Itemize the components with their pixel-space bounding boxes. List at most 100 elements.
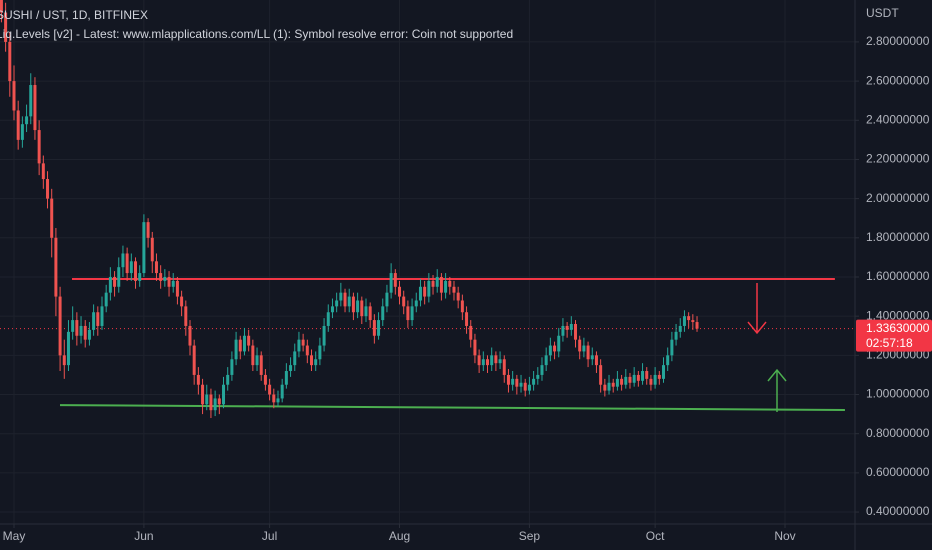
candle-body — [645, 371, 649, 379]
candle-body — [326, 312, 330, 326]
candle-body — [163, 276, 167, 281]
candle-body — [439, 276, 443, 293]
candle-body — [372, 320, 376, 336]
candle-body — [242, 335, 246, 352]
candle-body — [276, 398, 280, 403]
candle-body — [590, 355, 594, 360]
candle-body — [289, 365, 293, 372]
candle-body — [418, 286, 422, 301]
candle-body — [167, 276, 171, 287]
candle-body — [368, 306, 372, 321]
candle-body — [347, 296, 351, 307]
y-tick-label: 2.40000000 — [866, 112, 930, 126]
candle-body — [297, 339, 301, 352]
candle-body — [465, 312, 469, 326]
candle-body — [523, 382, 527, 391]
candle-body — [678, 325, 682, 332]
candle-body — [12, 81, 16, 111]
candle-body — [364, 306, 368, 317]
candle-body — [649, 378, 653, 385]
candle-body — [456, 292, 460, 301]
candle-body — [356, 300, 360, 313]
candle-body — [670, 339, 674, 356]
candle-body — [506, 374, 510, 385]
candle-body — [150, 237, 154, 262]
candle-body — [79, 325, 83, 336]
candles — [0, 0, 699, 419]
candle-body — [259, 355, 263, 375]
candle-body — [490, 355, 494, 366]
candle-body — [511, 378, 515, 385]
candle-body — [431, 280, 435, 287]
last-price-label: 1.33630000 — [866, 321, 930, 335]
candle-body — [71, 320, 75, 332]
candle-body — [8, 41, 12, 82]
y-tick-label: 1.80000000 — [866, 230, 930, 244]
candle-body — [335, 300, 339, 307]
candle-body — [389, 273, 393, 293]
y-tick-label: 1.40000000 — [866, 308, 930, 322]
candle-body — [481, 359, 485, 366]
x-tick-label: Jul — [262, 529, 277, 543]
candle-body — [284, 371, 288, 385]
candle-body — [100, 306, 104, 326]
candle-body — [66, 331, 70, 366]
candle-body — [134, 261, 138, 281]
candle-body — [519, 382, 523, 387]
candle-body — [41, 163, 45, 180]
candle-body — [657, 374, 661, 379]
candle-body — [553, 345, 557, 352]
candle-body — [322, 325, 326, 346]
candle-body — [314, 359, 318, 366]
candle-body — [75, 320, 79, 336]
candle-body — [188, 325, 192, 346]
candle-body — [444, 280, 448, 293]
candle-body — [192, 345, 196, 375]
candle-body — [238, 339, 242, 352]
candle-body — [226, 374, 230, 385]
candle-body — [263, 374, 267, 385]
candle-body — [557, 335, 561, 352]
candle-body — [406, 306, 410, 321]
candle-body — [318, 345, 322, 360]
candle-body — [50, 198, 54, 238]
candle-body — [159, 273, 163, 281]
candle-body — [666, 355, 670, 366]
candle-body — [92, 312, 96, 330]
candle-body — [691, 320, 695, 323]
candle-body — [603, 384, 607, 391]
candle-body — [687, 316, 691, 321]
candle-body — [452, 286, 456, 293]
candle-body — [594, 355, 598, 366]
candle-body — [33, 85, 37, 131]
candle-body — [502, 359, 506, 375]
candle-body — [104, 292, 108, 307]
y-tick-label: 0.80000000 — [866, 426, 930, 440]
candle-body — [247, 335, 251, 346]
candle-body — [138, 273, 142, 281]
candle-body — [448, 280, 452, 287]
candle-body — [83, 325, 87, 340]
candle-body — [251, 345, 255, 366]
x-tick-label: May — [3, 529, 26, 543]
x-tick-label: Nov — [774, 529, 795, 543]
candle-body — [280, 384, 284, 399]
candle-body — [636, 374, 640, 381]
candle-body — [435, 276, 439, 287]
candle-body — [305, 345, 309, 356]
last-price-badge — [856, 319, 932, 352]
candle-body — [473, 339, 477, 356]
candle-body — [460, 300, 464, 313]
candle-body — [175, 280, 179, 297]
candle-body — [477, 355, 481, 366]
candle-body — [641, 371, 645, 381]
candle-body — [87, 329, 91, 340]
candle-body — [360, 300, 364, 317]
y-tick-label: 2.00000000 — [866, 191, 930, 205]
y-tick-label: 0.40000000 — [866, 504, 930, 518]
candle-body — [171, 280, 175, 287]
x-tick-label: Aug — [389, 529, 410, 543]
candle-body — [217, 398, 221, 405]
candle-body — [20, 124, 24, 140]
